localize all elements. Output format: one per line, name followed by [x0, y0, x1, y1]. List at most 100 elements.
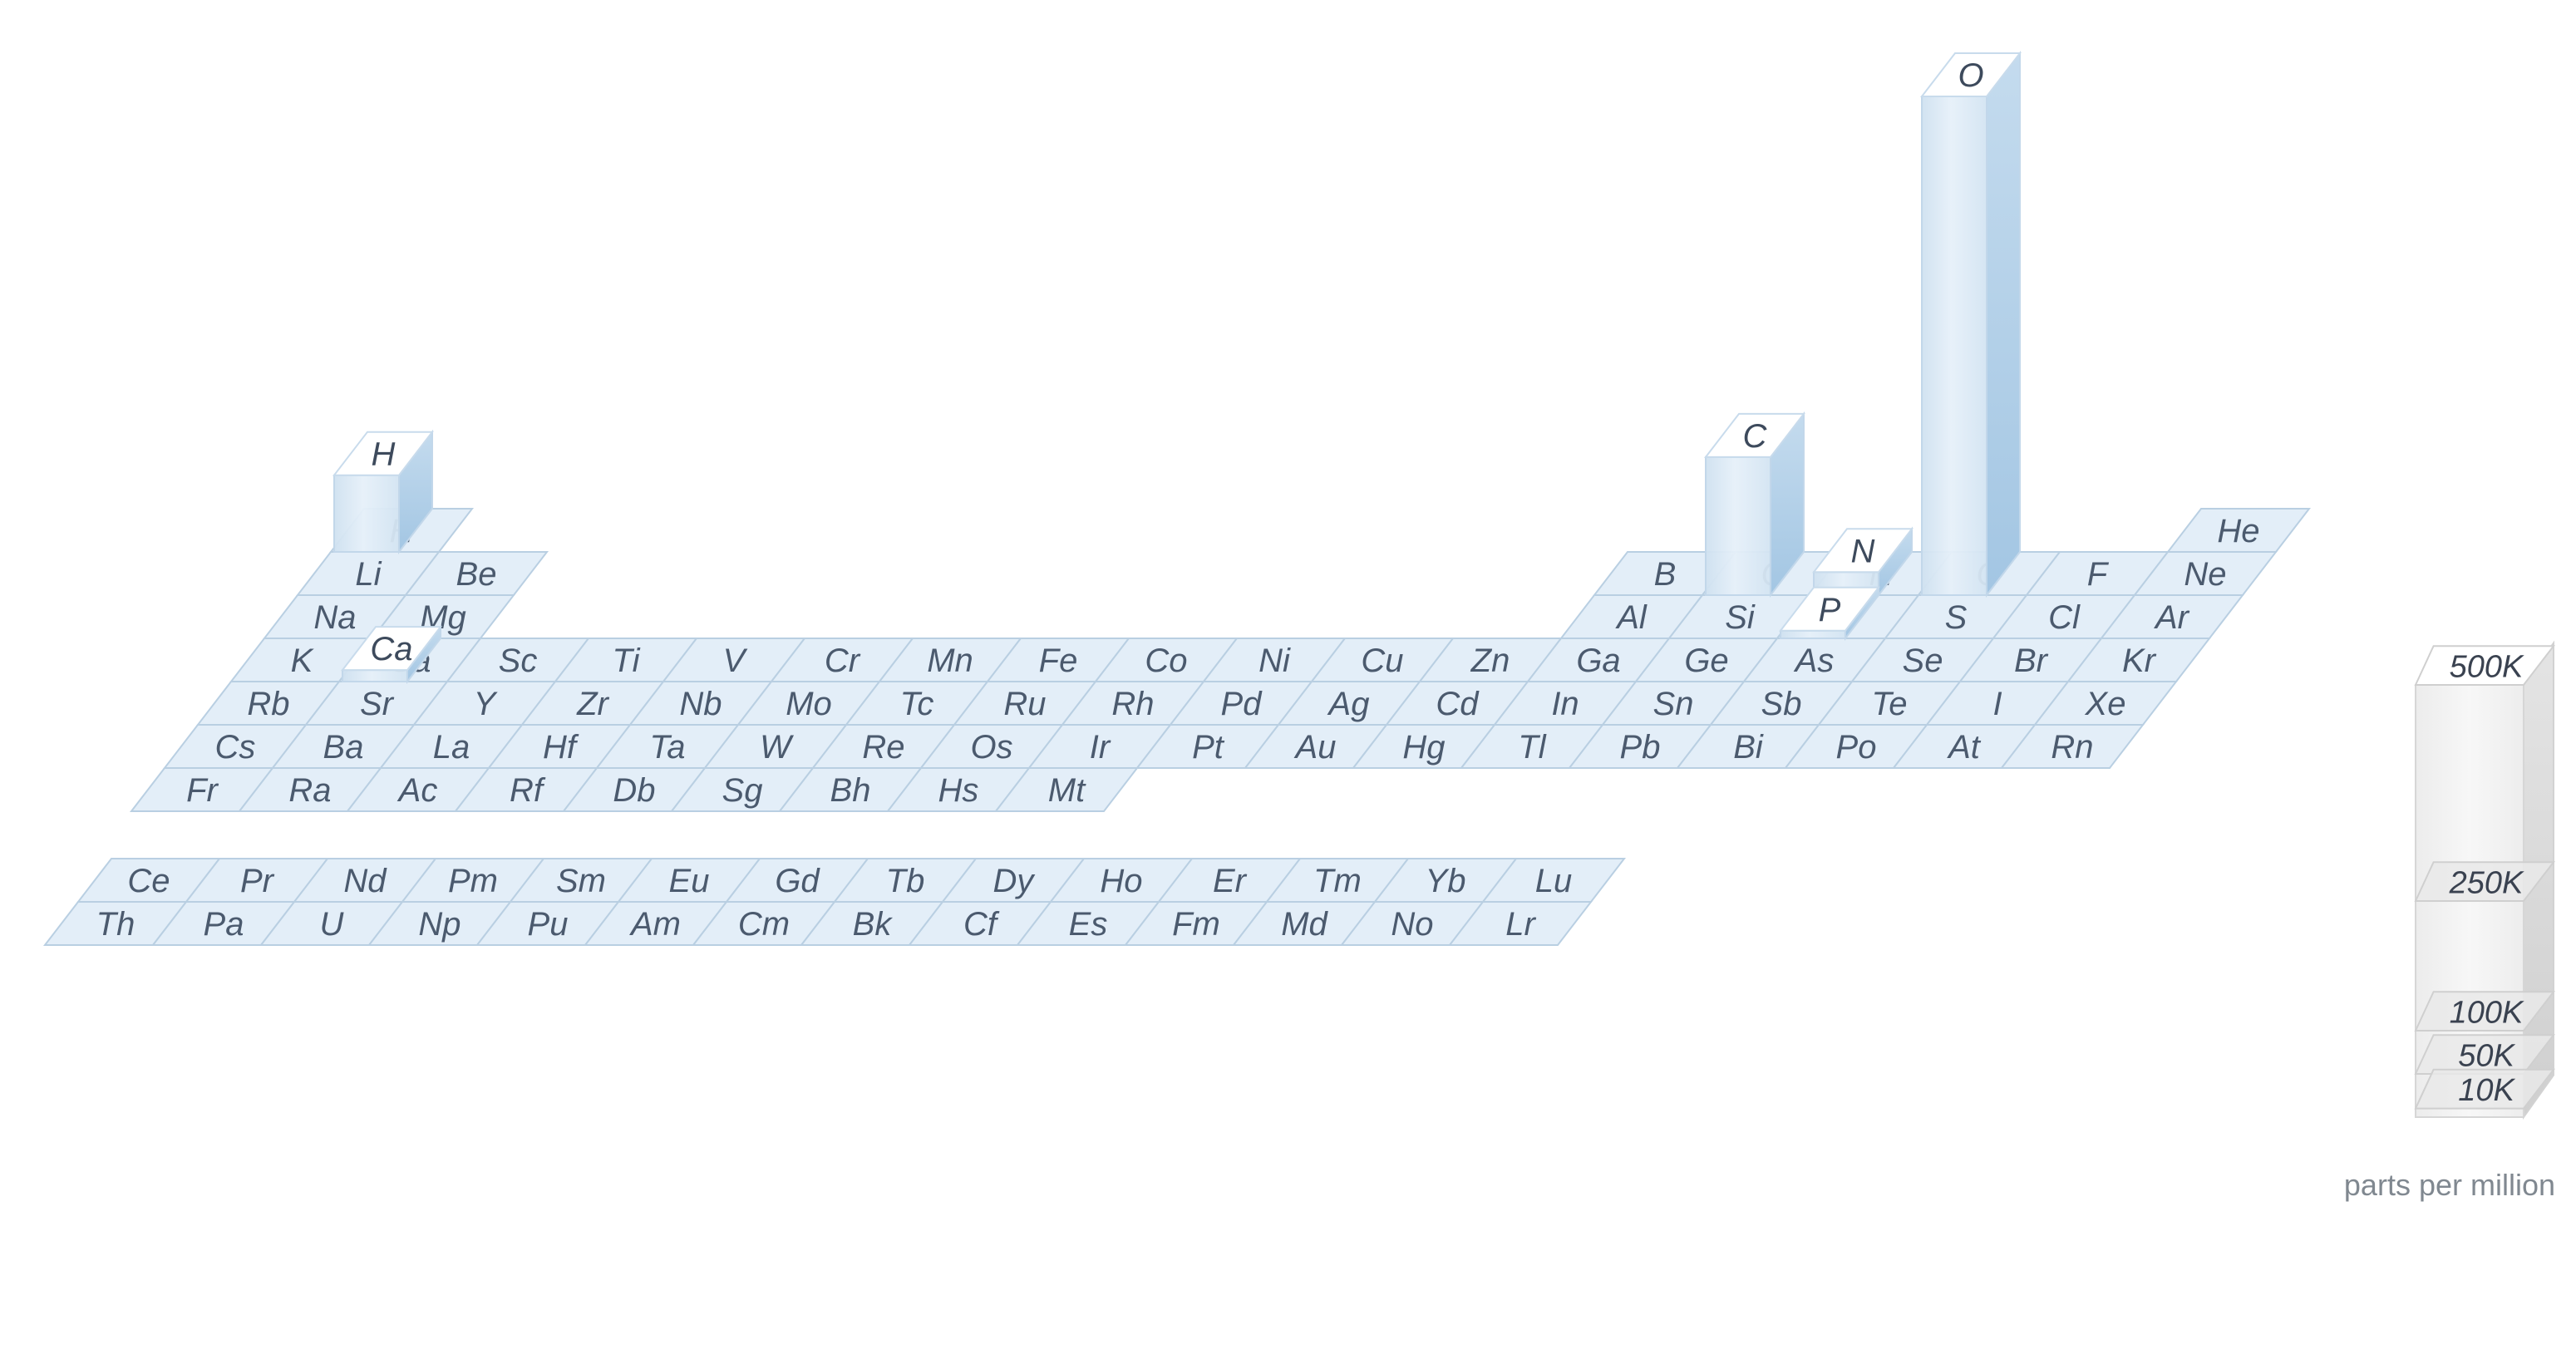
tile-label-Hg: Hg [1402, 729, 1445, 766]
tile-Kr: Kr [2066, 638, 2212, 682]
tile-label-Yb: Yb [1426, 863, 1466, 899]
tile-label-Te: Te [1871, 686, 1907, 722]
bar-O: O [1919, 51, 2022, 598]
legend-units-label: parts per million [2344, 1168, 2555, 1202]
tile-label-Sm: Sm [556, 863, 606, 899]
tile-label-Mo: Mo [786, 686, 832, 722]
tile-label-W: W [760, 729, 794, 766]
tile-Cf: Cf [907, 901, 1053, 946]
tile-label-I: I [1992, 686, 2002, 722]
tile-label-Au: Au [1294, 729, 1337, 766]
tile-label-Sr: Sr [360, 686, 395, 722]
tile-Sm: Sm [508, 858, 654, 903]
tile-label-Eu: Eu [669, 863, 710, 899]
tile-label-No: No [1391, 906, 1433, 943]
tile-label-In: In [1551, 686, 1579, 722]
tile-label-Xe: Xe [2085, 686, 2126, 722]
legend-tick-plane-250K [2414, 861, 2556, 902]
tile-label-Sb: Sb [1761, 686, 1802, 722]
bar-front-Ca [342, 669, 408, 683]
bar-side-O [1986, 51, 2021, 598]
tile-Pb: Pb [1567, 724, 1713, 769]
tile-label-Po: Po [1836, 729, 1877, 766]
tile-label-Tb: Tb [886, 863, 925, 899]
tile-label-Bi: Bi [1733, 729, 1764, 766]
tile-label-Nb: Nb [679, 686, 722, 722]
legend-tick-plane-100K [2414, 991, 2556, 1032]
tile-label-Hs: Hs [938, 772, 979, 809]
tile-label-Ag: Ag [1327, 686, 1370, 722]
tile-Na: Na [262, 594, 408, 639]
legend-tick-plane-10K [2414, 1068, 2556, 1110]
tile-label-Mt: Mt [1048, 772, 1086, 809]
tile-label-Al: Al [1615, 599, 1648, 636]
legend-tick-label-500K: 500K [2450, 650, 2524, 685]
tile-Ni: Ni [1201, 638, 1347, 682]
tile-label-Sg: Sg [722, 772, 763, 809]
tile-At: At [1891, 724, 2037, 769]
tile-label-Ga: Ga [1576, 643, 1620, 679]
legend-tick-label-10K: 10K [2458, 1073, 2515, 1108]
tile-label-Ce: Ce [127, 863, 170, 899]
tile-Yb: Yb [1372, 858, 1519, 903]
tile-label-Ne: Ne [2184, 556, 2226, 593]
tile-label-Y: Y [474, 686, 499, 722]
tile-As: As [1741, 638, 1888, 682]
tile-label-Se: Se [1903, 643, 1943, 679]
tile-label-Lr: Lr [1505, 906, 1536, 943]
tile-label-Rb: Rb [247, 686, 289, 722]
bar-label-N: N [1851, 533, 1875, 569]
tile-label-Np: Np [418, 906, 461, 943]
tile-label-Bk: Bk [853, 906, 894, 943]
tile-label-Kr: Kr [2122, 643, 2157, 679]
legend-tick-100K: 100K [2414, 991, 2556, 1032]
bar-front-C [1705, 455, 1771, 596]
tile-Rf: Rf [453, 767, 599, 812]
legend-tick-250K: 250K [2414, 861, 2556, 902]
tile-Fe: Fe [985, 638, 1131, 682]
tile-label-Pa: Pa [204, 906, 244, 943]
tile-Hg: Hg [1351, 724, 1497, 769]
tile-Xe: Xe [2032, 681, 2179, 726]
legend-tick-plane-500K [2414, 645, 2556, 686]
tile-face-Lr [1447, 901, 1593, 946]
bar-top-Ca [340, 626, 443, 672]
tile-Mn: Mn [877, 638, 1023, 682]
tile-Se: Se [1849, 638, 1996, 682]
bar-label-C: C [1743, 418, 1768, 455]
bar-front-O [1921, 96, 1987, 596]
tile-Bh: Bh [777, 767, 924, 812]
tile-label-Dy: Dy [993, 863, 1037, 899]
legend-tick-500K: 500K [2414, 645, 2556, 686]
tile-Sg: Sg [669, 767, 815, 812]
tile-label-Tc: Tc [900, 686, 934, 722]
tile-face-Rn [1999, 724, 2145, 769]
tile-label-Rn: Rn [2051, 729, 2093, 766]
tile-Cl: Cl [1991, 594, 2137, 639]
tile-label-B: B [1654, 556, 1677, 593]
tile-S: S [1883, 594, 2029, 639]
tile-Cm: Cm [691, 901, 837, 946]
tile-Pm: Pm [400, 858, 546, 903]
tile-Db: Db [561, 767, 707, 812]
bar-top-O [1919, 52, 2022, 97]
tile-label-Ni: Ni [1258, 643, 1291, 679]
tile-label-Nd: Nd [343, 863, 387, 899]
tile-Pa: Pa [150, 901, 297, 946]
tile-label-Li: Li [355, 556, 382, 593]
tile-W: W [702, 724, 849, 769]
bar-top-C [1703, 412, 1806, 458]
tile-Md: Md [1231, 901, 1377, 946]
tile-Mt: Mt [993, 767, 1140, 812]
tile-label-Ru: Ru [1003, 686, 1046, 722]
tile-label-Pt: Pt [1192, 729, 1225, 766]
bar-P: P [1778, 584, 1881, 641]
tile-label-Pm: Pm [448, 863, 498, 899]
legend-tick-label-250K: 250K [2449, 866, 2524, 901]
tile-Br: Br [1958, 638, 2104, 682]
tile-Pt: Pt [1135, 724, 1281, 769]
tile-Tc: Tc [844, 681, 990, 726]
tile-label-Ba: Ba [323, 729, 364, 766]
